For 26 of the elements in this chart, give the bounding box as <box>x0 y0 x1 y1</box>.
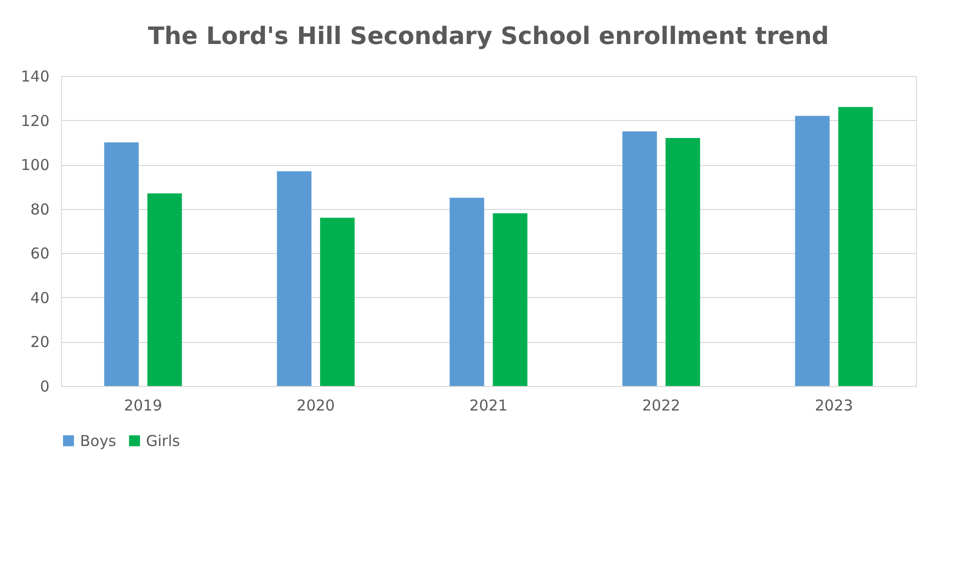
y-tick-label: 80 <box>30 200 50 218</box>
bar <box>666 138 700 386</box>
bar <box>104 142 139 386</box>
bar <box>838 107 873 386</box>
x-tick-label: 2021 <box>469 396 508 414</box>
bar <box>795 116 830 386</box>
y-tick-label: 120 <box>20 112 50 130</box>
bar <box>320 218 355 386</box>
y-tick-label: 0 <box>40 378 50 396</box>
chart-title: The Lord's Hill Secondary School enrollment trend <box>148 22 829 50</box>
x-tick-label: 2019 <box>124 396 162 414</box>
y-tick-label: 60 <box>30 244 50 263</box>
bar <box>276 171 312 386</box>
y-tick-label: 20 <box>30 333 50 352</box>
legend-label: Girls <box>146 432 180 450</box>
legend-label: Boys <box>80 432 116 450</box>
y-tick-label: 140 <box>20 68 50 86</box>
x-tick-label: 2022 <box>642 396 680 414</box>
bar <box>492 213 528 386</box>
bar <box>450 198 484 386</box>
x-tick-label: 2020 <box>296 396 335 414</box>
bar <box>622 131 657 386</box>
bar <box>147 193 182 386</box>
x-tick-label: 2023 <box>814 396 854 414</box>
y-tick-label: 100 <box>20 156 50 174</box>
y-tick-label: 40 <box>30 288 50 307</box>
